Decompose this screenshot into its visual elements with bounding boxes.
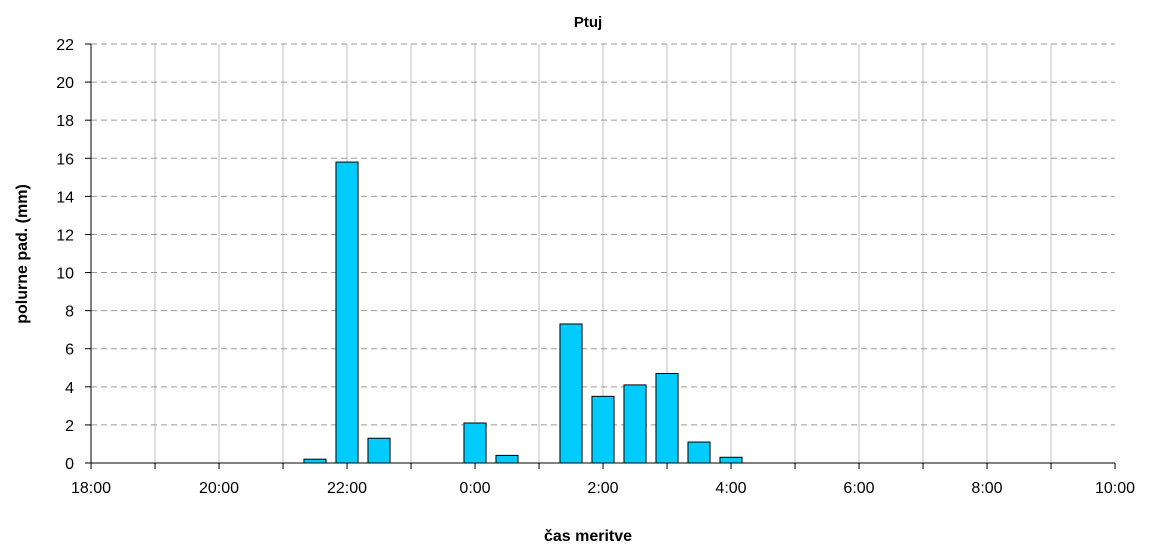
y-tick-label: 4: [65, 380, 74, 397]
x-tick-label: 20:00: [199, 480, 239, 497]
y-tick-label: 10: [56, 266, 74, 283]
tick-labels: 0 2 4 6 8 10 12 14 16 18 20 22 18:00 20:00 22:00 0:00 2:…: [56, 37, 1135, 497]
x-tick-label: 18:00: [71, 480, 111, 497]
axes: [85, 43, 1116, 469]
bar: [303, 458, 327, 464]
bar: [463, 422, 487, 464]
bar: [655, 372, 679, 464]
y-tick-label: 22: [56, 37, 74, 54]
bar: [623, 384, 647, 464]
bar: [335, 161, 359, 464]
y-tick-label: 20: [56, 75, 74, 92]
bars: [303, 161, 743, 464]
x-tick-label: 0:00: [459, 480, 490, 497]
x-tick-label: 2:00: [587, 480, 618, 497]
y-tick-label: 2: [65, 418, 74, 435]
grid: [91, 43, 1115, 463]
x-tick-label: 22:00: [327, 480, 367, 497]
bar: [367, 437, 391, 464]
x-tick-label: 4:00: [715, 480, 746, 497]
x-tick-label: 10:00: [1095, 480, 1135, 497]
y-tick-label: 16: [56, 151, 74, 168]
y-tick-label: 6: [65, 342, 74, 359]
y-tick-label: 8: [65, 304, 74, 321]
bar: [687, 441, 711, 464]
bar: [719, 456, 743, 464]
x-tick-label: 8:00: [971, 480, 1002, 497]
y-axis-title: polurne pad. (mm): [14, 184, 31, 324]
chart-title: Ptuj: [574, 14, 602, 31]
bar: [591, 395, 615, 464]
y-tick-label: 12: [56, 227, 74, 244]
y-tick-label: 14: [56, 189, 74, 206]
x-tick-label: 6:00: [843, 480, 874, 497]
y-tick-label: 0: [65, 456, 74, 473]
bar: [559, 323, 583, 464]
y-tick-label: 18: [56, 113, 74, 130]
x-axis-title: čas meritve: [544, 528, 632, 545]
bar: [495, 454, 519, 464]
